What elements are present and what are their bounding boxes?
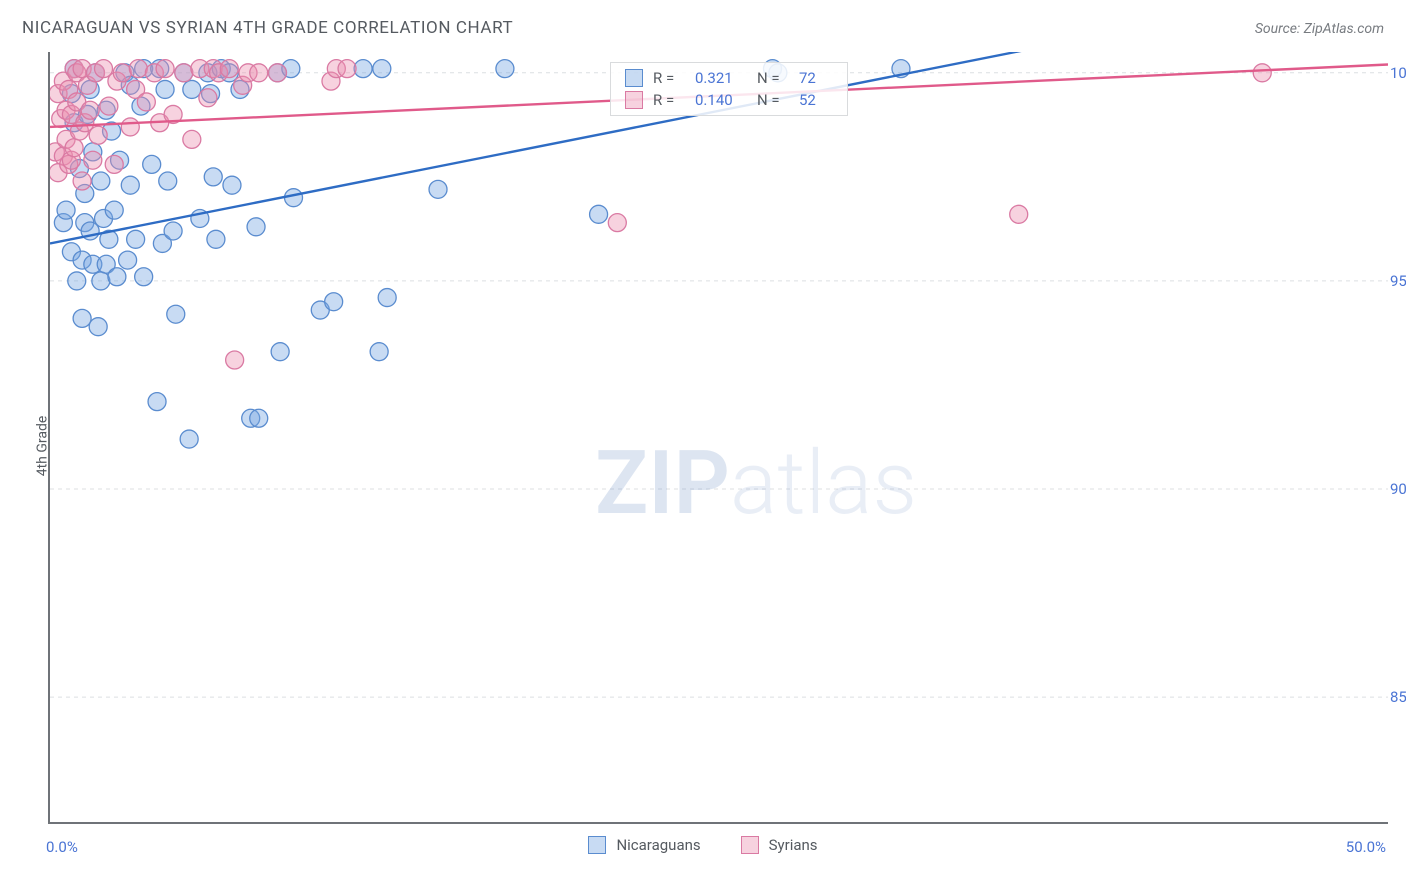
y-tick-labels: 85.0%90.0%95.0%100.0% xyxy=(48,52,1386,822)
y-tick-label: 90.0% xyxy=(1390,480,1406,498)
bottom-legend: Nicaraguans Syrians xyxy=(0,836,1406,854)
chart-title: NICARAGUAN VS SYRIAN 4TH GRADE CORRELATI… xyxy=(22,18,513,38)
legend-item-nicaraguans: Nicaraguans xyxy=(588,836,700,854)
legend-square-nicaraguans-bottom xyxy=(588,836,606,854)
source-attribution: Source: ZipAtlas.com xyxy=(1255,21,1384,37)
legend-label-syrians: Syrians xyxy=(769,836,818,854)
y-tick-label: 95.0% xyxy=(1390,272,1406,290)
legend-square-syrians-bottom xyxy=(741,836,759,854)
legend-item-syrians: Syrians xyxy=(741,836,818,854)
y-tick-label: 85.0% xyxy=(1390,688,1406,706)
legend-label-nicaraguans: Nicaraguans xyxy=(616,836,700,854)
y-tick-label: 100.0% xyxy=(1390,64,1406,82)
